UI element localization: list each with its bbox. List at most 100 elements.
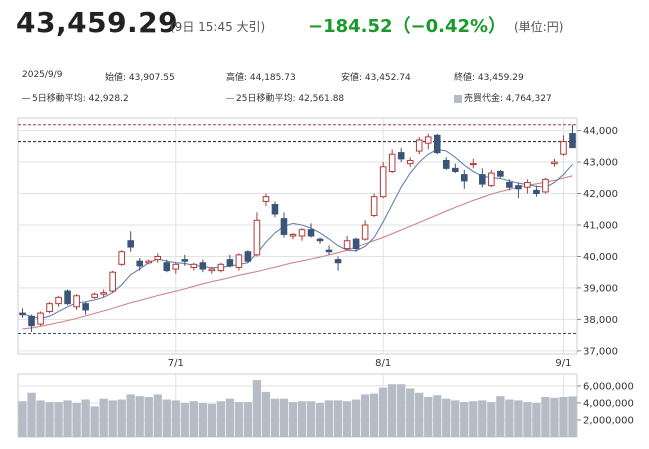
volume-swatch [454, 94, 462, 103]
volume-bar [559, 396, 568, 437]
volume-bar [225, 398, 235, 437]
volume-bar [550, 397, 559, 437]
volume-bar [36, 400, 45, 437]
candle-up [217, 263, 225, 272]
volume-bar [306, 401, 316, 437]
date-tick-label: 9/1 [555, 358, 571, 369]
volume-bar [541, 396, 550, 437]
candle-down [136, 260, 144, 267]
candle-down [569, 133, 576, 149]
ma5-swatch [22, 98, 30, 99]
candle-down [325, 249, 333, 253]
volume-bar [478, 400, 487, 437]
candle-down [334, 259, 342, 264]
candle-up [46, 303, 53, 313]
volume-bar [397, 384, 406, 437]
candle-up [298, 229, 306, 237]
price-tick-label: 43,000 [583, 158, 618, 169]
volume-bar [333, 400, 343, 437]
current-price: 43,459.29 [16, 6, 179, 39]
price-tick-label: 42,000 [583, 189, 618, 200]
candle-up [289, 233, 297, 237]
candle-down [163, 262, 171, 272]
candle-up [118, 251, 125, 265]
candle-up [37, 312, 44, 325]
candle-down [82, 303, 89, 311]
volume-bar [315, 402, 325, 437]
price-tick-label: 38,000 [583, 315, 618, 326]
legend-volume: 売買代金: 4,764,327 [454, 91, 552, 104]
candle-up [91, 293, 98, 298]
candle-down [226, 259, 234, 267]
legend-ma5-label: 5日移動平均: 42,928.2 [32, 94, 129, 104]
candle-up [524, 182, 531, 188]
candle-down [533, 189, 540, 195]
candle-up [415, 139, 423, 152]
ma25-swatch [226, 98, 234, 99]
volume-bar [144, 396, 153, 437]
volume-bar [568, 396, 577, 437]
candle-up [100, 292, 107, 295]
candle-down [181, 259, 189, 262]
volume-bar [388, 384, 397, 437]
volume-bar [63, 400, 72, 437]
candle-down [451, 167, 459, 172]
volume-bar [342, 401, 352, 437]
volume-bar [270, 398, 280, 437]
volume-bar [415, 392, 424, 437]
candle-down [271, 204, 279, 215]
legend-volume-label: 売買代金: 4,764,327 [464, 94, 552, 104]
volume-bar [279, 398, 289, 437]
candle-up [388, 153, 396, 172]
legend-ma25: 25日移動平均: 42,561.88 [226, 91, 344, 104]
candle-up [55, 296, 62, 305]
volume-bar [18, 401, 27, 437]
unit-label: (単位:円) [514, 20, 564, 34]
volume-bar [90, 406, 99, 437]
candle-up [109, 271, 116, 292]
volume-bar [234, 402, 244, 437]
price-tick-label: 37,000 [583, 346, 618, 357]
candle-down [307, 229, 315, 237]
volume-bar [297, 401, 307, 437]
candle-up [253, 219, 261, 256]
volume-bar [379, 387, 388, 437]
timestamp: (9日 15:45 大引) [170, 20, 266, 34]
volume-bar [135, 396, 144, 437]
volume-bar [72, 402, 81, 437]
date-tick-label: 8/1 [375, 358, 391, 369]
candle-up [154, 255, 162, 261]
volume-bar [108, 400, 117, 437]
volume-bar [162, 399, 171, 437]
price-tick-label: 44,000 [583, 126, 618, 137]
volume-bar [126, 394, 135, 437]
volume-bar [207, 403, 216, 437]
volume-bar [45, 402, 54, 437]
candle-down [244, 251, 252, 262]
info-open: 始値: 43,907.55 [105, 73, 175, 83]
candle-up [406, 159, 414, 165]
volume-bar [442, 398, 451, 437]
volume-bar [505, 399, 514, 437]
candle-down [64, 290, 71, 305]
price-change: −184.52（−0.42%） [308, 16, 507, 37]
legend-ma5: 5日移動平均: 42,928.2 [22, 91, 129, 104]
info-close: 終値: 43,459.29 [454, 73, 524, 83]
candle-up [424, 136, 432, 144]
candle-down [352, 238, 360, 250]
volume-bar [99, 398, 108, 437]
info-date: 2025/9/9 [22, 70, 63, 80]
volume-tick-label: 2,000,000 [583, 415, 634, 426]
candle-up [370, 196, 378, 217]
volume-bar [424, 396, 433, 437]
candle-up [488, 172, 495, 187]
candle-up [172, 263, 180, 270]
volume-tick-label: 4,000,000 [583, 398, 634, 409]
volume-bar [523, 402, 532, 437]
volume-bar [406, 388, 415, 437]
candle-down [316, 238, 324, 242]
volume-bar [252, 379, 262, 437]
candle-down [19, 312, 26, 316]
candle-down [515, 185, 522, 190]
